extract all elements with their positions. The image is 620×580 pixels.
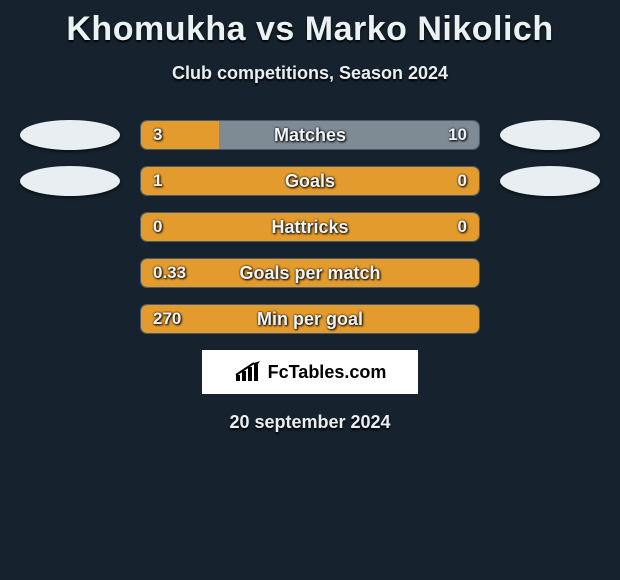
- badge-left: [20, 166, 120, 196]
- badge-right: [500, 212, 600, 242]
- bar-track: 270Min per goal: [140, 304, 480, 334]
- bar-track: 0Hattricks0: [140, 212, 480, 242]
- bar-track: 0.33Goals per match: [140, 258, 480, 288]
- bar-value-right: 0: [458, 213, 467, 241]
- stat-row: 1Goals0: [20, 166, 600, 196]
- badge-right: [500, 120, 600, 150]
- bar-metric-label: Goals: [141, 167, 479, 195]
- bar-chart-icon: [234, 361, 262, 383]
- player-badge-left: [20, 120, 120, 150]
- badge-left: [20, 258, 120, 288]
- brand-box: FcTables.com: [202, 350, 418, 394]
- stat-row: 270Min per goal: [20, 304, 600, 334]
- bar-track: 1Goals0: [140, 166, 480, 196]
- badge-left: [20, 212, 120, 242]
- stat-row: 0Hattricks0: [20, 212, 600, 242]
- badge-right: [500, 258, 600, 288]
- badge-left: [20, 120, 120, 150]
- badge-left: [20, 304, 120, 334]
- badge-right: [500, 166, 600, 196]
- bar-value-right: 10: [448, 121, 467, 149]
- comparison-chart: 3Matches101Goals00Hattricks00.33Goals pe…: [20, 120, 600, 334]
- bar-metric-label: Min per goal: [141, 305, 479, 333]
- badge-right: [500, 304, 600, 334]
- bar-metric-label: Hattricks: [141, 213, 479, 241]
- page-subtitle: Club competitions, Season 2024: [0, 63, 620, 84]
- bar-value-right: 0: [458, 167, 467, 195]
- bar-metric-label: Matches: [141, 121, 479, 149]
- player-badge-right: [500, 166, 600, 196]
- page-title: Khomukha vs Marko Nikolich: [0, 0, 620, 49]
- player-badge-right: [500, 120, 600, 150]
- bar-metric-label: Goals per match: [141, 259, 479, 287]
- stat-row: 0.33Goals per match: [20, 258, 600, 288]
- player-badge-left: [20, 166, 120, 196]
- brand-text: FcTables.com: [268, 362, 387, 383]
- footer-date: 20 september 2024: [0, 412, 620, 433]
- bar-track: 3Matches10: [140, 120, 480, 150]
- stat-row: 3Matches10: [20, 120, 600, 150]
